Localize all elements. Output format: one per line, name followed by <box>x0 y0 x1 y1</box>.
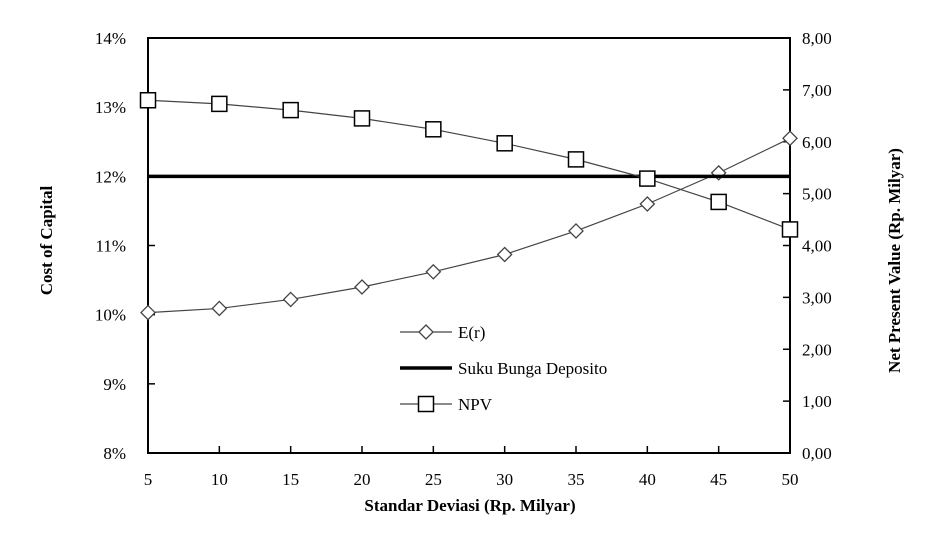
data-point <box>354 279 370 295</box>
left-tick-label: 11% <box>95 237 126 256</box>
x-tick-label: 5 <box>144 470 153 489</box>
data-point <box>496 246 513 263</box>
data-point <box>353 110 371 127</box>
data-point <box>282 291 299 308</box>
right-axis: 0,00 1,00 2,00 3,00 4,00 5,00 6,00 7,00 8,00 <box>783 29 832 463</box>
legend-label: Suku Bunga Deposito <box>458 359 607 378</box>
x-axis: 5 10 15 20 25 30 35 40 45 50 <box>144 446 799 489</box>
right-tick-label: 2,00 <box>802 340 832 359</box>
x-tick-label: 30 <box>496 470 513 489</box>
legend-item: NPV <box>400 395 493 414</box>
x-tick-label: 25 <box>425 470 442 489</box>
legend-label: E(r) <box>458 323 485 342</box>
legend-item: Suku Bunga Deposito <box>400 359 607 378</box>
data-point <box>425 121 442 138</box>
data-point <box>211 95 228 113</box>
left-axis: 8% 9% 10% 11% 12% 13% 14% <box>95 29 155 463</box>
x-tick-label: 35 <box>568 470 585 489</box>
data-point <box>782 130 798 147</box>
left-tick-label: 12% <box>95 167 126 186</box>
x-tick-label: 50 <box>782 470 799 489</box>
legend-marker <box>417 395 435 413</box>
x-tick-label: 10 <box>211 470 228 489</box>
legend: E(r) Suku Bunga Deposito NPV <box>400 323 607 414</box>
x-axis-title: Standar Deviasi (Rp. Milyar) <box>364 496 575 515</box>
right-tick-label: 3,00 <box>802 288 832 307</box>
data-point <box>425 263 442 280</box>
left-tick-label: 10% <box>95 306 126 325</box>
right-tick-label: 6,00 <box>802 133 832 152</box>
data-point <box>781 221 799 238</box>
data-point <box>639 170 656 187</box>
data-point <box>211 300 228 317</box>
series-layer <box>139 92 799 321</box>
legend-marker <box>418 324 434 340</box>
left-tick-label: 14% <box>95 29 126 48</box>
data-point <box>639 196 656 212</box>
data-point <box>567 151 585 168</box>
right-tick-label: 8,00 <box>802 29 832 48</box>
legend-label: NPV <box>458 395 493 414</box>
data-point <box>568 223 584 239</box>
right-tick-label: 4,00 <box>802 237 832 256</box>
data-point <box>140 304 156 321</box>
data-point <box>496 135 513 152</box>
data-point <box>282 101 299 119</box>
x-tick-label: 15 <box>282 470 299 489</box>
right-tick-label: 0,00 <box>802 444 832 463</box>
left-tick-label: 9% <box>103 375 126 394</box>
series-line <box>147 99 791 230</box>
data-point <box>710 193 727 211</box>
left-tick-label: 13% <box>95 98 126 117</box>
series-e-r- <box>140 130 798 321</box>
x-tick-label: 40 <box>639 470 656 489</box>
left-tick-label: 8% <box>103 444 126 463</box>
right-tick-label: 7,00 <box>802 81 832 100</box>
right-tick-label: 5,00 <box>802 185 832 204</box>
left-y-axis-title: Cost of Capital <box>37 185 56 295</box>
series-line <box>147 137 791 314</box>
x-tick-label: 45 <box>710 470 727 489</box>
right-tick-label: 1,00 <box>802 392 832 411</box>
data-point <box>139 92 157 109</box>
legend-item: E(r) <box>400 323 485 342</box>
x-tick-label: 20 <box>354 470 371 489</box>
series-npv <box>139 92 799 238</box>
right-y-axis-title: Net Present Value (Rp. Milyar) <box>885 148 904 373</box>
plot-area <box>147 37 791 454</box>
